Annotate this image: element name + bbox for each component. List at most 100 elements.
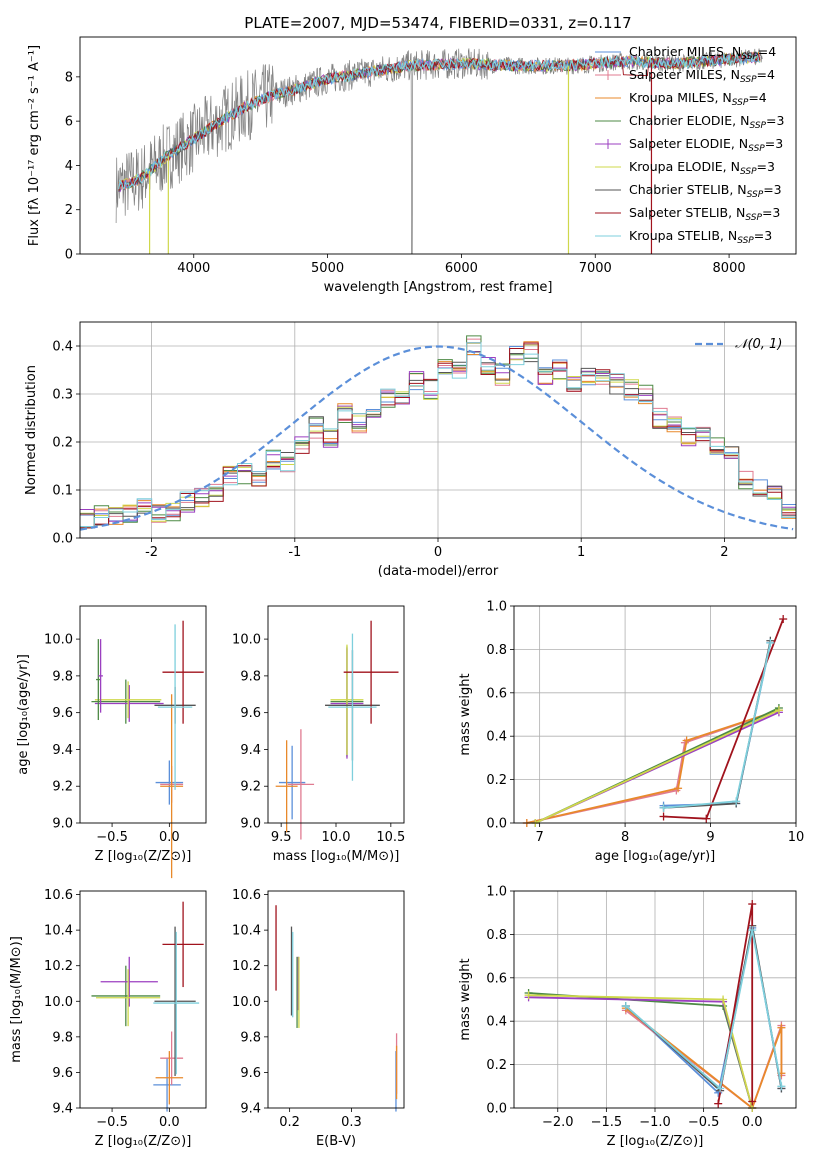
legend-label-suffix: =4 — [758, 44, 776, 59]
x-tick-label: 7000 — [579, 261, 612, 276]
x-tick-label: 1 — [577, 545, 585, 560]
y-tick-label: 9.8 — [240, 669, 261, 684]
spectrum-frame — [79, 36, 797, 255]
y-tick-label: 9.6 — [240, 706, 261, 721]
mass-vs-Z-axes: −0.5 0.0 9.4 9.6 9.8 10.0 10.2 10.4 10.6 Z [log₁₀… — [9, 888, 191, 1149]
y-tick-label: 9.0 — [52, 817, 73, 832]
legend-label-sub: SSP — [741, 52, 758, 62]
residual-histograms — [79, 335, 796, 531]
legend-label: Salpeter ELODIE, NSSP=3 — [629, 136, 783, 154]
legend-label: Kroupa MILES, NSSP=4 — [629, 90, 767, 108]
normal-reference-curve — [79, 345, 794, 531]
spectrum-ylabel: Flux [fλ 10⁻¹⁷ erg cm⁻² s⁻¹ A⁻¹] — [27, 45, 42, 246]
y-tick-label: 10.2 — [232, 959, 261, 974]
spectrum-xlabel: wavelength [Angstrom, rest frame] — [324, 280, 553, 295]
y-tick-label: 9.4 — [240, 1102, 261, 1117]
legend-label-suffix: =3 — [754, 228, 772, 243]
x-tick-label: 0.0 — [159, 1115, 180, 1130]
y-tick-label: 1.0 — [486, 600, 507, 615]
mass-weight-vs-Z-xlabel: Z [log₁₀(Z/Z⊙)] — [607, 1134, 704, 1149]
age-vs-Z-ylabel: age [log₁₀(age/yr)] — [16, 654, 31, 775]
legend-label-suffix: =3 — [763, 182, 781, 197]
x-tick-label: 0 — [434, 545, 442, 560]
x-tick-label: 8000 — [713, 261, 746, 276]
x-tick-label: -2 — [145, 545, 158, 560]
x-tick-label: 9.5 — [271, 830, 292, 845]
y-tick-label: 10.0 — [44, 633, 73, 648]
y-tick-label: 0.3 — [52, 388, 73, 403]
spectrum-model-line — [118, 51, 761, 190]
y-tick-label: 0.8 — [486, 643, 507, 658]
legend-label-text: Kroupa STELIB, N — [629, 228, 737, 243]
mass-vs-Z-ylabel: mass [log₁₀(M/M⊙)] — [9, 936, 24, 1063]
y-tick-label: 9.4 — [240, 743, 261, 758]
spectrum-title: PLATE=2007, MJD=53474, FIBERID=0331, z=0… — [244, 14, 631, 32]
y-tick-label: 9.6 — [240, 1066, 261, 1081]
y-tick-label: 9.6 — [52, 706, 73, 721]
age-vs-mass-xlabel: mass [log₁₀(M/M⊙)] — [273, 849, 400, 864]
mass-weight-vs-Z-series — [524, 900, 786, 1112]
y-tick-label: 4 — [65, 159, 73, 174]
y-tick-label: 0.4 — [52, 340, 73, 355]
x-tick-label: 10.0 — [322, 830, 351, 845]
x-tick-label: -1 — [288, 545, 301, 560]
series-line — [526, 709, 780, 824]
legend-label-suffix: =4 — [748, 90, 766, 105]
y-tick-label: 9.2 — [52, 780, 73, 795]
legend-label: 𝒩(0, 1) — [735, 337, 782, 352]
legend-label-sub: SSP — [745, 213, 762, 223]
x-tick-label: 0.0 — [159, 830, 180, 845]
x-tick-label: 0.3 — [341, 1115, 362, 1130]
residuals-ylabel: Normed distribution — [24, 365, 39, 495]
y-tick-label: 0 — [65, 248, 73, 263]
x-tick-label: −0.5 — [96, 830, 128, 845]
legend-label-suffix: =3 — [765, 136, 783, 151]
mass-weight-vs-age-frame — [513, 605, 797, 824]
y-tick-label: 1.0 — [486, 885, 507, 900]
y-tick-label: 9.8 — [240, 1030, 261, 1045]
x-tick-label: 10 — [788, 830, 805, 845]
y-tick-label: 8 — [65, 70, 73, 85]
x-tick-label: −1.5 — [591, 1115, 623, 1130]
residuals-xlabel: (data-model)/error — [378, 564, 499, 579]
age-vs-mass-points — [275, 620, 399, 840]
y-tick-label: 0.0 — [486, 817, 507, 832]
legend-label: Chabrier STELIB, NSSP=3 — [629, 182, 782, 200]
age-vs-Z-axes: −0.5 0.0 9.0 9.2 9.4 9.6 9.8 10.0 Z [log₁₀(Z/Z⊙)… — [16, 633, 191, 864]
x-tick-label: 5000 — [311, 261, 344, 276]
legend-label-text: Chabrier MILES, N — [629, 44, 741, 59]
legend-label-text: Chabrier ELODIE, N — [629, 113, 749, 128]
mass-weight-vs-Z-axes: −2.0 −1.5 −1.0 −0.5 0.0 0.0 0.2 0.4 0.6 0.8 1.0 Z [… — [458, 885, 796, 1149]
legend-label-suffix: =3 — [766, 113, 784, 128]
y-tick-label: 10.6 — [44, 888, 73, 903]
legend-label: Kroupa ELODIE, NSSP=3 — [629, 159, 775, 177]
mass-vs-EBV-points — [275, 905, 398, 1112]
legend-label-suffix: =3 — [762, 205, 780, 220]
age-vs-Z-frame — [79, 605, 207, 824]
x-tick-label: 0.2 — [279, 1115, 300, 1130]
y-tick-label: 10.0 — [232, 633, 261, 648]
y-tick-label: 9.8 — [52, 669, 73, 684]
x-tick-label: 9 — [706, 830, 714, 845]
series-line — [625, 929, 783, 1091]
y-tick-label: 0.2 — [486, 773, 507, 788]
mass-weight-vs-age-axes: 7 8 9 10 0.0 0.2 0.4 0.6 0.8 1.0 age [log₁₀(age/yr… — [458, 600, 804, 865]
legend-label: Chabrier ELODIE, NSSP=3 — [629, 113, 784, 131]
age-vs-Z-xlabel: Z [log₁₀(Z/Z⊙)] — [95, 849, 192, 864]
y-tick-label: 9.6 — [52, 1066, 73, 1081]
legend-label: Salpeter MILES, NSSP=4 — [629, 67, 775, 85]
legend-label-sub: SSP — [748, 144, 765, 154]
x-tick-label: 7 — [535, 830, 543, 845]
age-vs-Z-points — [91, 620, 204, 879]
y-tick-label: 0.6 — [486, 686, 507, 701]
spectrum-axes: 4000 5000 6000 7000 8000 0 2 4 6 8 wavelength [Ang… — [27, 45, 746, 295]
y-tick-label: 0.6 — [486, 971, 507, 986]
y-tick-label: 0.1 — [52, 484, 73, 499]
mass-weight-vs-age-series — [522, 615, 788, 827]
mass-vs-Z-frame — [79, 890, 207, 1109]
y-tick-label: 10.0 — [232, 995, 261, 1010]
x-tick-label: −2.0 — [542, 1115, 574, 1130]
mass-vs-EBV-axes: 0.2 0.3 9.4 9.6 9.8 10.0 10.2 10.4 10.6 E(B-V) — [232, 888, 362, 1149]
mass-weight-vs-age-xlabel: age [log₁₀(age/yr)] — [595, 849, 716, 864]
